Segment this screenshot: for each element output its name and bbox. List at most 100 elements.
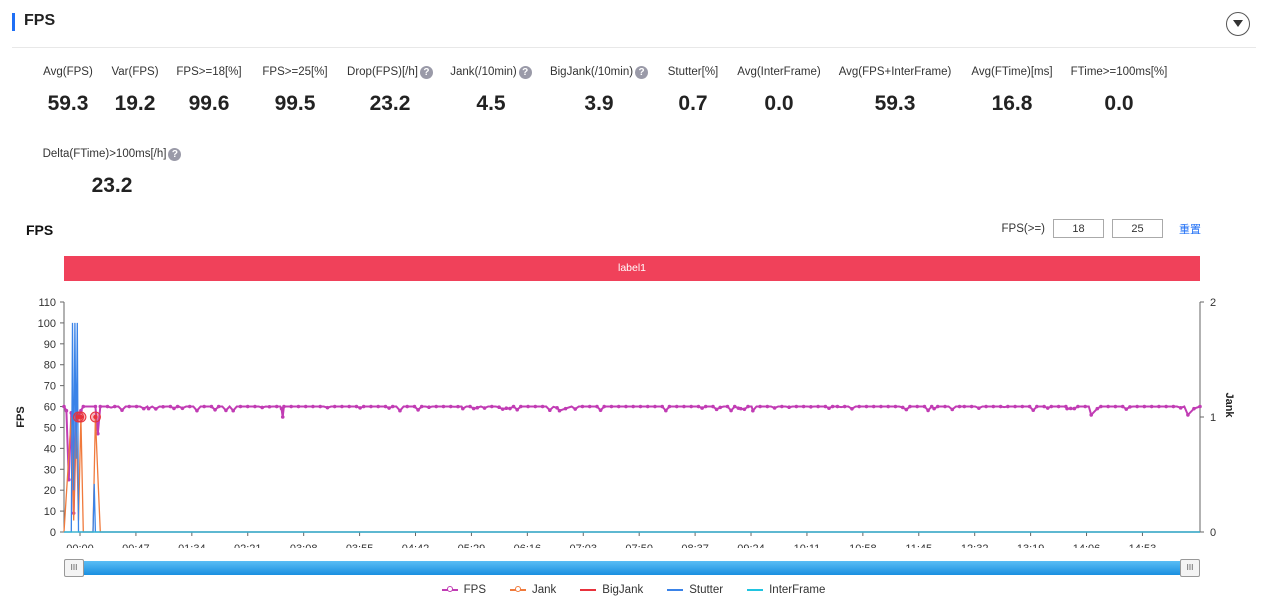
x-tick-label: 11:45 — [905, 543, 932, 548]
fps-point — [631, 404, 636, 409]
fps-point — [1020, 404, 1025, 409]
fps-point — [926, 408, 930, 413]
metric-label-text: Delta(FTime)>100ms[/h] — [42, 148, 167, 160]
fps-point — [835, 404, 840, 409]
fps-point — [864, 404, 869, 409]
metric-value: 59.3 — [874, 92, 916, 115]
legend-item-interframe[interactable]: InterFrame — [747, 584, 825, 596]
fps-point — [714, 407, 719, 412]
threshold-low-input[interactable] — [1053, 219, 1104, 238]
fps-point — [224, 408, 228, 413]
fps-point — [1099, 404, 1103, 409]
legend-item-bigjank[interactable]: BigJank — [580, 584, 643, 596]
fps-point — [718, 405, 723, 410]
fps-point — [738, 406, 743, 411]
threshold-high-input[interactable] — [1112, 219, 1163, 238]
fps-point — [456, 404, 460, 409]
fps-point — [504, 406, 509, 411]
x-tick-label: 07:50 — [625, 543, 653, 548]
fps-point — [765, 404, 770, 409]
fps-point — [461, 406, 465, 411]
metric-value: 19.2 — [114, 92, 156, 115]
header-accent-bar — [12, 13, 15, 31]
metric-label-text: FPS>=25[%] — [262, 66, 328, 78]
fps-point — [238, 404, 243, 409]
legend-item-fps[interactable]: FPS — [441, 584, 486, 596]
fps-point — [112, 404, 117, 409]
y-left-tick-label: 90 — [44, 339, 56, 351]
collapse-button[interactable] — [1226, 12, 1250, 36]
fps-point — [962, 404, 967, 409]
fps-point — [500, 407, 505, 411]
legend-swatch — [747, 589, 764, 591]
fps-point — [900, 405, 905, 410]
fps-point — [602, 404, 607, 409]
chevron-down-icon — [1233, 20, 1243, 27]
fps-point — [548, 408, 552, 413]
fps-point — [318, 404, 323, 409]
fps-point — [490, 404, 494, 409]
metric-value: 0.7 — [678, 92, 708, 115]
metric-label: Avg(InterFrame) — [737, 66, 821, 78]
x-tick-label: 03:55 — [346, 543, 374, 548]
metric-value: 16.8 — [991, 92, 1033, 115]
fps-point — [984, 404, 988, 409]
fps-point — [624, 404, 628, 409]
metric-10: Avg(FTime)[ms] 16.8 — [942, 62, 1082, 116]
fps-point — [732, 404, 737, 409]
fps-point — [816, 404, 820, 409]
reset-link[interactable]: 重置 — [1179, 223, 1201, 236]
fps-point — [977, 406, 981, 410]
metric-value: 99.5 — [274, 92, 316, 115]
fps-point — [253, 404, 257, 409]
fps-point — [850, 406, 854, 411]
fps-point — [127, 404, 132, 409]
slider-track[interactable] — [64, 561, 1200, 575]
slider-handle-start[interactable]: III — [64, 559, 84, 577]
fps-point — [105, 404, 110, 409]
slider-handle-end[interactable]: III — [1180, 559, 1200, 577]
metric-label-text: Drop(FPS)[/h] — [347, 66, 418, 78]
help-icon[interactable]: ? — [168, 147, 182, 161]
fps-point — [383, 404, 388, 409]
fps-point — [557, 408, 562, 413]
fps-point — [161, 404, 165, 409]
metric-label-text: FPS>=18[%] — [176, 66, 242, 78]
fps-point — [915, 404, 920, 409]
fps-point — [1068, 406, 1073, 411]
fps-point — [609, 404, 614, 409]
help-icon[interactable]: ? — [419, 65, 433, 79]
x-tick-label: 06:16 — [514, 543, 542, 548]
fps-point — [231, 408, 235, 413]
fps-point — [332, 404, 337, 409]
fps-point — [638, 404, 643, 409]
fps-point — [398, 408, 402, 413]
legend-item-stutter[interactable]: Stutter — [667, 584, 723, 596]
fps-point — [729, 408, 733, 413]
fps-point — [830, 404, 835, 409]
chart-legend: FPS Jank BigJank Stutter InterFrame — [0, 584, 1267, 596]
label-band[interactable]: label1 — [64, 256, 1200, 281]
fps-point — [787, 405, 791, 410]
help-icon[interactable]: ? — [635, 65, 649, 79]
fps-point — [879, 404, 883, 409]
legend-item-jank[interactable]: Jank — [510, 584, 556, 596]
metric-label-text: Avg(FPS) — [43, 66, 93, 78]
fps-point — [1128, 405, 1132, 409]
fps-point — [645, 404, 650, 409]
metric-label: Drop(FPS)[/h]? — [347, 65, 433, 79]
metric-label: Delta(FTime)>100ms[/h]? — [42, 147, 182, 161]
fps-point — [595, 404, 599, 409]
fps-point — [172, 406, 176, 411]
fps-point — [482, 406, 487, 410]
fps-point — [809, 404, 813, 409]
time-range-slider[interactable]: III III — [64, 559, 1200, 577]
fps-point — [998, 404, 1003, 409]
x-tick-label: 07:03 — [569, 543, 597, 548]
fps-point — [1031, 408, 1036, 413]
fps-point — [1095, 406, 1100, 411]
fps-point — [376, 404, 381, 409]
x-tick-label: 00:00 — [66, 543, 94, 548]
fps-point — [660, 404, 665, 409]
help-icon[interactable]: ? — [518, 65, 532, 79]
